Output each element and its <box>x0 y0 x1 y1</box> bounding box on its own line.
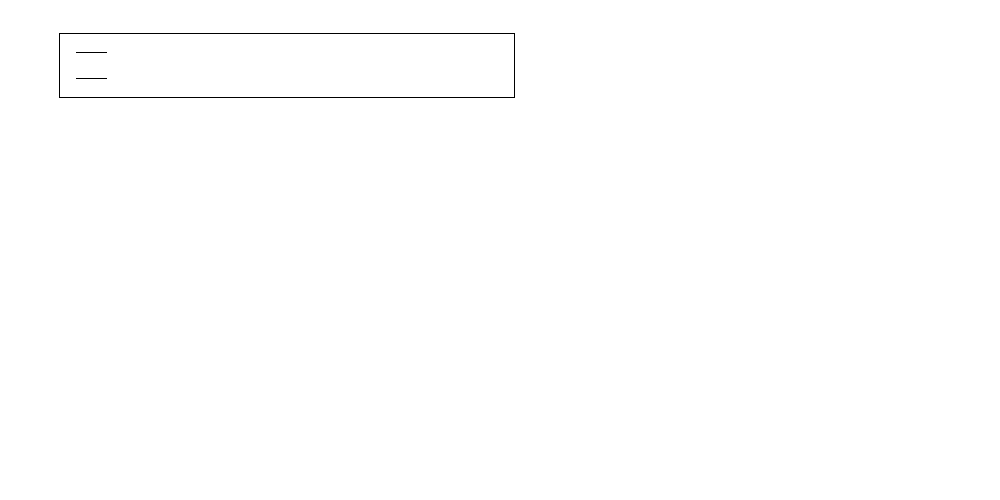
legend-line-sample-black <box>76 52 107 54</box>
legend-item-permuted <box>60 42 514 64</box>
legend-line-sample-red <box>76 77 107 79</box>
legend-item-patient <box>60 67 514 89</box>
legend <box>59 33 515 98</box>
